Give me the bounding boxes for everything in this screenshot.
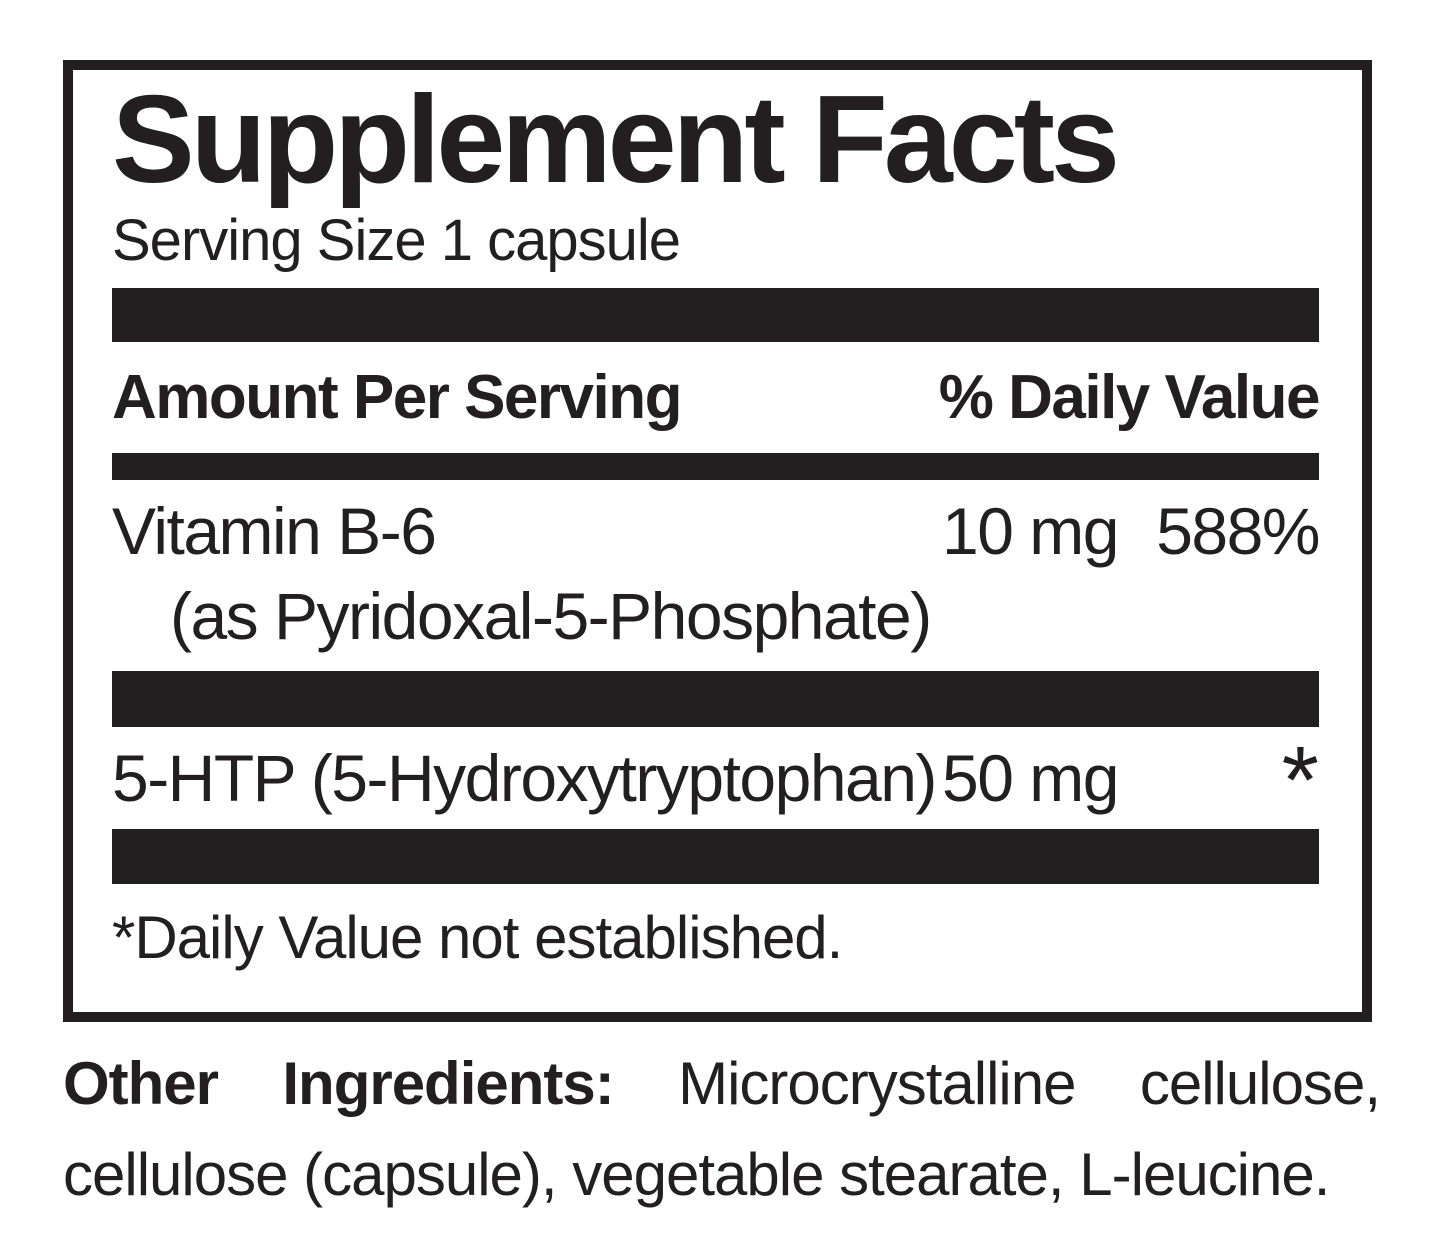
- nutrient-name: Vitamin B-6: [112, 493, 437, 568]
- separator-bar-middle: [112, 671, 1319, 728]
- column-header-row: Amount Per Serving % Daily Value: [112, 342, 1321, 453]
- nutrient-daily-value: 588%: [1156, 493, 1320, 568]
- daily-value-footnote: *Daily Value not established.: [112, 904, 843, 972]
- other-ingredients-line2: cellulose (capsule), vegetable stearate,…: [63, 1141, 1330, 1209]
- nutrient-daily-value-asterisk: *: [1281, 727, 1319, 835]
- other-ingredients-line1: Other Ingredients: Microcrystalline cell…: [63, 1038, 1381, 1129]
- nutrient-row-5htp: 5-HTP (5-Hydroxytryptophan) 50 mg *: [112, 733, 1319, 829]
- other-ingredients-label: Other Ingredients:: [63, 1050, 615, 1117]
- separator-bar-header: [112, 452, 1319, 480]
- other-ingredients-section: Other Ingredients: Microcrystalline cell…: [63, 1038, 1381, 1220]
- panel-title: Supplement Facts: [112, 71, 1120, 209]
- nutrient-row-vitamin-b6: Vitamin B-6 10 mg 588%: [112, 493, 1320, 570]
- separator-bar-bottom: [112, 829, 1319, 885]
- nutrient-detail-pyridoxal: (as Pyridoxal-5-Phosphate): [170, 579, 932, 654]
- other-ingredients-line1-rest: Microcrystalline cellulose,: [678, 1050, 1381, 1117]
- serving-size-text: Serving Size 1 capsule: [112, 208, 681, 273]
- daily-value-header: % Daily Value: [938, 362, 1321, 432]
- nutrient-amount: 10 mg: [942, 493, 1119, 568]
- nutrient-amount: 50 mg: [942, 741, 1119, 816]
- separator-bar-top: [112, 287, 1319, 342]
- supplement-facts-panel: Supplement Facts Serving Size 1 capsule …: [63, 60, 1372, 1022]
- amount-per-serving-header: Amount Per Serving: [112, 362, 683, 432]
- nutrient-name: 5-HTP (5-Hydroxytryptophan): [112, 741, 937, 816]
